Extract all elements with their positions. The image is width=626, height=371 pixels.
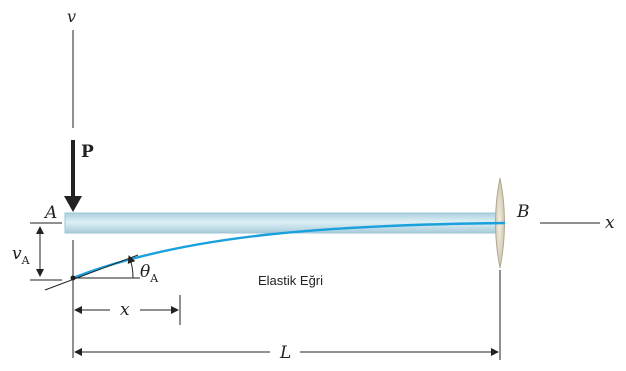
x-dimension-label: x: [120, 300, 130, 320]
load-arrow-icon: [64, 140, 82, 212]
elastic-curve-caption: Elastik Eğri: [258, 273, 323, 288]
slope-angle-arc: [127, 255, 136, 279]
v-axis-label: v: [67, 7, 76, 26]
load-label: P: [81, 142, 94, 162]
point-b-label: B: [516, 202, 530, 222]
slope-label-sub: A: [149, 272, 159, 285]
deflection-label-sub: A: [21, 254, 31, 267]
slope-label: θA: [140, 262, 159, 285]
length-label: L: [279, 343, 291, 363]
deflection-label: vA: [12, 244, 31, 267]
beam: [64, 212, 501, 234]
point-a-label: A: [43, 203, 57, 223]
slope-tangent-line: [44, 254, 139, 291]
slope-label-main: θ: [140, 262, 150, 282]
deflection-label-main: v: [12, 244, 22, 264]
x-axis-label: x: [605, 213, 615, 233]
